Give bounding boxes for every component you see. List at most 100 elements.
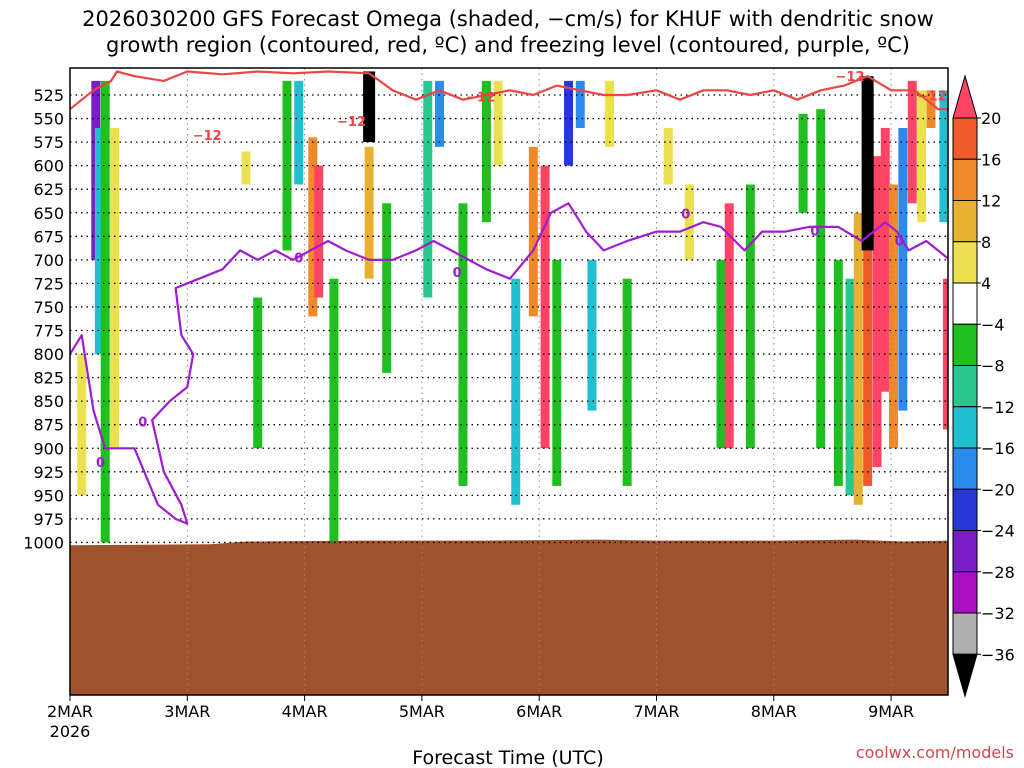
colorbar-box-4 xyxy=(952,241,978,284)
omega-cell-27 xyxy=(622,278,632,486)
omega-cell-44 xyxy=(917,90,927,223)
freezing-level-label-2: 0 xyxy=(681,207,690,222)
colorbar-box-13 xyxy=(952,612,978,655)
colorbar: 20 16 12 8 4 −4 −8 −12 −16 −20 −24 −28 −32 −36 xyxy=(952,74,1015,699)
colorbar-box-6 xyxy=(952,323,978,366)
y-tick-label-16: 925 xyxy=(33,463,64,482)
omega-cell-37 xyxy=(853,212,863,505)
y-tick-label-8: 725 xyxy=(33,274,64,293)
x-year-label: 2026 xyxy=(50,722,91,741)
freezing-level-label-4: 0 xyxy=(810,224,819,239)
y-tick-label-5: 650 xyxy=(33,204,64,223)
x-tick-label-7: 9MAR xyxy=(868,702,914,721)
plot-area: 0 0 0 0 0 0 0 −12 −12 −12 −12 −12 525 550 575 600 625 650… xyxy=(23,67,949,741)
colorbar-tick-label-4: 4 xyxy=(981,274,991,293)
omega-cell-25 xyxy=(587,259,597,411)
freezing-level-label-3: 0 xyxy=(895,235,904,250)
freezing-level-label-5: 0 xyxy=(138,416,147,431)
dgz-label-3: −12 xyxy=(836,70,865,85)
omega-cell-24 xyxy=(575,80,585,128)
omega-cell-34 xyxy=(816,109,826,449)
omega-cell-20 xyxy=(528,146,538,317)
omega-cell-29 xyxy=(684,184,694,260)
colorbar-box-7 xyxy=(952,365,978,408)
y-tick-label-17: 950 xyxy=(33,486,64,505)
omega-cell-26 xyxy=(605,80,615,147)
omega-cell-35 xyxy=(833,259,843,486)
colorbar-tick-label-2: 12 xyxy=(981,192,1001,211)
colorbar-tick-label-11: −28 xyxy=(981,563,1015,582)
colorbar-box-10 xyxy=(952,488,978,531)
omega-cell-41 xyxy=(888,184,898,449)
omega-cell-2 xyxy=(100,80,110,543)
omega-cell-30 xyxy=(716,259,726,449)
omega-cell-3 xyxy=(110,127,120,449)
y-tick-label-3: 600 xyxy=(33,157,64,176)
y-tick-label-18: 975 xyxy=(33,510,64,529)
omega-cell-11 xyxy=(329,278,339,543)
y-tick-label-19: 1000 xyxy=(23,533,64,552)
colorbar-bottom-arrow xyxy=(952,653,978,699)
x-tick-label-0: 2MAR xyxy=(47,702,93,721)
dgz-contour-minus12 xyxy=(70,70,948,111)
colorbar-box-5 xyxy=(952,282,978,325)
colorbar-tick-label-9: −20 xyxy=(981,480,1015,499)
y-tick-label-13: 850 xyxy=(33,392,64,411)
colorbar-tick-label-6: −8 xyxy=(981,357,1005,376)
omega-cell-8 xyxy=(294,80,304,185)
y-tick-label-1: 550 xyxy=(33,110,64,129)
dgz-label-4: −12 xyxy=(918,90,947,105)
freezing-level-label-0: 0 xyxy=(294,252,303,267)
colorbar-top-arrow xyxy=(952,74,978,119)
colorbar-tick-label-0: 20 xyxy=(981,109,1001,128)
omega-cell-9 xyxy=(308,137,318,317)
omega-cell-1 xyxy=(94,127,104,355)
x-tick-label-5: 7MAR xyxy=(633,702,679,721)
x-tick-label-1: 3MAR xyxy=(164,702,210,721)
colorbar-tick-label-7: −12 xyxy=(981,398,1015,417)
colorbar-tick-label-12: −32 xyxy=(981,604,1015,623)
omega-cell-21 xyxy=(540,165,550,449)
omega-cell-28 xyxy=(663,127,673,185)
omega-cell-33 xyxy=(798,113,808,213)
omega-cell-42 xyxy=(898,127,908,411)
chart-title-line-2: growth region (contoured, red, ºC) and f… xyxy=(106,33,910,57)
colorbar-box-1 xyxy=(952,117,978,160)
ground-terrain xyxy=(70,539,948,695)
colorbar-tick-label-10: −24 xyxy=(981,522,1015,541)
colorbar-tick-label-1: 16 xyxy=(981,150,1001,169)
y-tick-label-7: 700 xyxy=(33,251,64,270)
dgz-label-2: −12 xyxy=(466,91,495,106)
omega-cell-19 xyxy=(511,278,521,505)
colorbar-tick-label-5: −4 xyxy=(981,315,1005,334)
dgz-label-0: −12 xyxy=(193,129,222,144)
omega-cell-45 xyxy=(926,90,936,128)
omega-cell-22 xyxy=(552,259,562,486)
omega-cell-5 xyxy=(241,151,251,185)
colorbar-tick-label-3: 8 xyxy=(981,233,991,252)
omega-cell-7 xyxy=(282,80,292,251)
omega-cell-15 xyxy=(434,80,444,147)
omega-cell-18 xyxy=(493,80,503,166)
y-tick-label-11: 800 xyxy=(33,345,64,364)
colorbar-box-8 xyxy=(952,406,978,449)
x-tick-label-3: 5MAR xyxy=(399,702,445,721)
omega-cell-13 xyxy=(382,203,392,373)
y-tick-label-15: 900 xyxy=(33,439,64,458)
y-tick-label-6: 675 xyxy=(33,227,64,246)
colorbar-box-12 xyxy=(952,571,978,614)
dgz-label-1: −12 xyxy=(337,115,366,130)
omega-cell-17 xyxy=(481,80,491,223)
omega-black-bar-0 xyxy=(363,71,376,143)
y-tick-label-10: 775 xyxy=(33,322,64,341)
freezing-level-label-1: 0 xyxy=(453,266,462,281)
omega-cell-23 xyxy=(564,80,574,166)
colorbar-box-3 xyxy=(952,200,978,243)
x-tick-label-6: 8MAR xyxy=(751,702,797,721)
omega-black-bar-1 xyxy=(861,76,874,251)
freezing-level-label-6: 0 xyxy=(96,456,105,471)
y-tick-label-4: 625 xyxy=(33,180,64,199)
x-tick-label-2: 4MAR xyxy=(282,702,328,721)
omega-cell-10 xyxy=(314,165,324,298)
